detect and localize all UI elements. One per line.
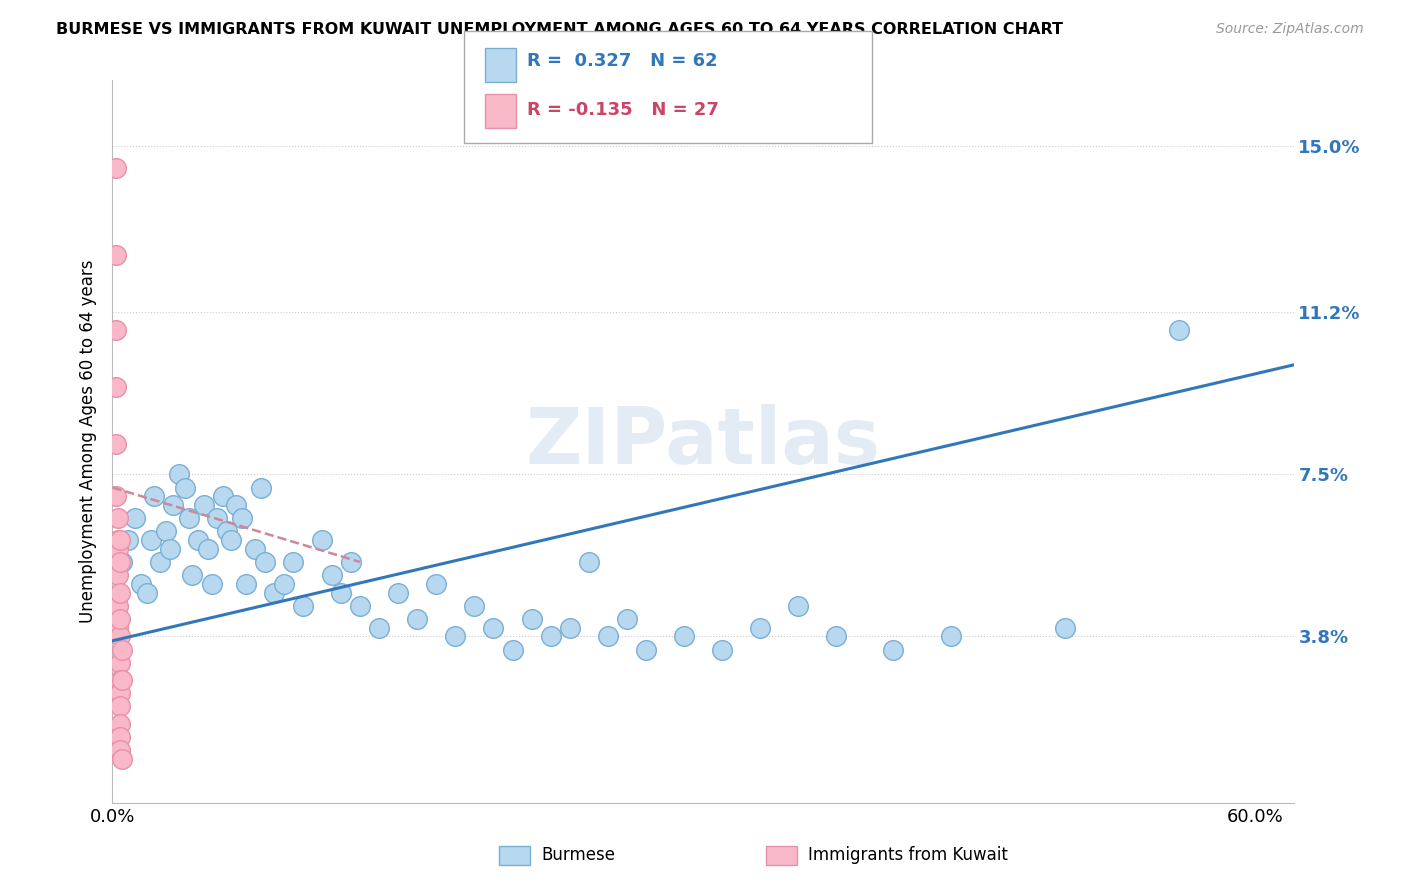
Point (283, 555, 305, 569)
Point (139, 533, 162, 547)
Point (1053, 621, 1076, 635)
Point (250, 481, 273, 495)
Point (162, 498, 184, 512)
Point (105, 380, 128, 394)
Point (540, 629, 562, 643)
Point (225, 498, 247, 512)
Point (108, 699, 131, 714)
Point (672, 629, 695, 643)
Point (787, 599, 810, 613)
Point (108, 686, 131, 700)
Point (107, 533, 129, 547)
Text: BURMESE VS IMMIGRANTS FROM KUWAIT UNEMPLOYMENT AMONG AGES 60 TO 64 YEARS CORRELA: BURMESE VS IMMIGRANTS FROM KUWAIT UNEMPL… (56, 22, 1063, 37)
Point (368, 621, 391, 635)
Point (245, 541, 267, 556)
Point (108, 555, 131, 569)
Point (273, 577, 295, 591)
Point (558, 621, 581, 635)
Point (825, 629, 848, 643)
Point (425, 577, 447, 591)
Point (135, 585, 157, 599)
Point (105, 161, 128, 175)
Point (482, 621, 505, 635)
Point (111, 673, 134, 688)
Point (596, 629, 619, 643)
Point (387, 585, 409, 599)
Point (311, 533, 333, 547)
Point (463, 599, 485, 613)
Point (108, 656, 131, 670)
Text: ZIPatlas: ZIPatlas (526, 403, 880, 480)
Point (107, 511, 129, 525)
Point (108, 673, 131, 688)
Point (520, 612, 543, 626)
Point (339, 555, 361, 569)
Y-axis label: Unemployment Among Ages 60 to 64 years: Unemployment Among Ages 60 to 64 years (79, 260, 97, 624)
Point (187, 533, 209, 547)
Point (108, 730, 131, 744)
Point (111, 752, 134, 766)
Point (117, 533, 139, 547)
Point (235, 577, 257, 591)
Point (108, 629, 131, 643)
Point (200, 577, 222, 591)
Point (321, 568, 343, 582)
Point (177, 511, 200, 525)
Point (711, 642, 734, 657)
Point (263, 585, 285, 599)
Point (578, 555, 600, 569)
Point (108, 585, 131, 599)
Point (155, 524, 177, 539)
Point (108, 612, 131, 626)
Point (107, 621, 129, 635)
Point (159, 541, 181, 556)
Point (349, 599, 371, 613)
Point (108, 533, 131, 547)
Point (212, 489, 235, 503)
Point (253, 555, 276, 569)
Point (167, 467, 190, 482)
Point (143, 489, 166, 503)
Point (129, 577, 152, 591)
Point (616, 612, 638, 626)
Text: Immigrants from Kuwait: Immigrants from Kuwait (808, 847, 1008, 864)
Point (502, 642, 524, 657)
Text: R = -0.135   N = 27: R = -0.135 N = 27 (527, 101, 718, 119)
Point (219, 533, 242, 547)
Point (882, 642, 904, 657)
Point (108, 743, 131, 757)
Point (215, 524, 238, 539)
Point (105, 489, 128, 503)
Point (231, 511, 253, 525)
Point (105, 436, 128, 450)
Point (207, 511, 229, 525)
Point (1168, 323, 1191, 337)
Point (105, 248, 128, 262)
Point (634, 642, 657, 657)
Point (111, 555, 134, 569)
Text: R =  0.327   N = 62: R = 0.327 N = 62 (527, 52, 718, 70)
Point (105, 323, 128, 337)
Point (444, 629, 467, 643)
Text: Burmese: Burmese (541, 847, 616, 864)
Text: Source: ZipAtlas.com: Source: ZipAtlas.com (1216, 22, 1364, 37)
Point (108, 717, 131, 731)
Point (107, 541, 129, 556)
Point (149, 555, 172, 569)
Point (173, 481, 195, 495)
Point (111, 642, 134, 657)
Point (406, 612, 429, 626)
Point (193, 498, 215, 512)
Point (181, 568, 204, 582)
Point (749, 621, 772, 635)
Point (939, 629, 962, 643)
Point (197, 541, 219, 556)
Point (124, 511, 146, 525)
Point (291, 599, 314, 613)
Point (107, 568, 129, 582)
Point (330, 585, 353, 599)
Point (107, 599, 129, 613)
